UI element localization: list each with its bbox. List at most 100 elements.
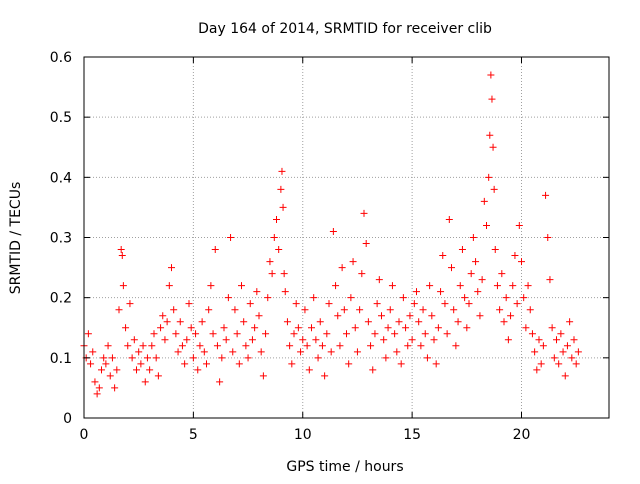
data-point — [181, 360, 189, 368]
data-point — [362, 240, 370, 248]
data-point — [174, 348, 182, 356]
data-point — [308, 324, 315, 332]
data-point — [255, 312, 263, 320]
data-points — [80, 71, 582, 398]
data-point — [557, 330, 565, 338]
data-point — [559, 348, 567, 356]
data-point — [176, 318, 184, 326]
data-point — [209, 330, 217, 338]
data-point — [360, 209, 368, 217]
data-point — [485, 173, 493, 181]
y-tick-label: 0.6 — [50, 50, 72, 66]
data-point — [417, 342, 425, 350]
data-point — [458, 246, 466, 254]
data-point — [141, 378, 149, 386]
data-point — [161, 336, 169, 344]
data-point — [340, 306, 348, 314]
data-point — [288, 360, 296, 368]
data-point — [373, 300, 381, 308]
data-point — [91, 378, 99, 386]
data-point — [332, 282, 340, 290]
data-point — [183, 336, 191, 344]
data-point — [415, 318, 423, 326]
x-tick-label: 5 — [189, 427, 198, 443]
data-point — [380, 336, 388, 344]
data-point — [100, 354, 108, 362]
data-point — [246, 300, 254, 308]
data-point — [118, 252, 126, 260]
data-point — [292, 300, 300, 308]
data-point — [327, 348, 335, 356]
data-point — [555, 360, 563, 368]
data-point — [130, 336, 138, 344]
data-point — [178, 342, 186, 350]
data-point — [421, 330, 429, 338]
data-point — [504, 336, 512, 344]
data-point — [520, 294, 528, 302]
data-point — [126, 300, 134, 308]
data-point — [98, 366, 105, 374]
data-point — [310, 294, 318, 302]
data-point — [487, 71, 495, 79]
data-point — [537, 360, 545, 368]
data-point — [574, 348, 582, 356]
data-point — [168, 264, 175, 272]
data-point — [358, 270, 366, 278]
data-point — [248, 336, 256, 344]
data-point — [546, 276, 554, 284]
data-point — [89, 348, 97, 356]
data-point — [419, 306, 427, 314]
data-point — [286, 342, 294, 350]
x-axis-label: GPS time / hours — [286, 459, 403, 475]
data-point — [367, 342, 375, 350]
data-point — [443, 330, 451, 338]
data-point — [542, 191, 550, 199]
data-point — [566, 318, 574, 326]
data-point — [185, 300, 193, 308]
data-point — [404, 342, 412, 350]
data-point — [316, 318, 324, 326]
data-point — [490, 185, 498, 193]
data-point — [242, 342, 250, 350]
data-point — [294, 324, 302, 332]
data-point — [498, 270, 506, 278]
data-point — [211, 246, 219, 254]
data-point — [371, 330, 379, 338]
data-point — [386, 306, 394, 314]
data-point — [369, 366, 377, 374]
data-point — [157, 324, 165, 332]
data-point — [364, 318, 372, 326]
data-point — [413, 288, 420, 296]
data-point — [378, 312, 385, 320]
data-point — [382, 354, 390, 362]
data-point — [533, 366, 541, 374]
y-axis-label: SRMTID / TECUs — [8, 182, 24, 295]
data-point — [528, 330, 536, 338]
data-point — [163, 318, 171, 326]
data-point — [266, 258, 274, 266]
data-point — [323, 330, 331, 338]
data-point — [406, 312, 414, 320]
data-point — [119, 282, 127, 290]
data-point — [496, 306, 504, 314]
data-point — [318, 342, 326, 350]
data-point — [423, 354, 431, 362]
data-point — [399, 294, 407, 302]
data-point — [478, 276, 486, 284]
data-point — [290, 330, 298, 338]
data-point — [445, 215, 453, 223]
data-point — [511, 252, 519, 260]
data-point — [257, 348, 265, 356]
data-point — [526, 306, 534, 314]
data-point — [572, 360, 580, 368]
data-point — [303, 342, 311, 350]
data-point — [432, 360, 440, 368]
data-point — [550, 354, 558, 362]
data-point — [106, 372, 114, 380]
y-tick-label: 0.5 — [50, 110, 72, 126]
data-point — [133, 366, 140, 374]
data-point — [270, 234, 278, 241]
data-point — [113, 366, 121, 374]
